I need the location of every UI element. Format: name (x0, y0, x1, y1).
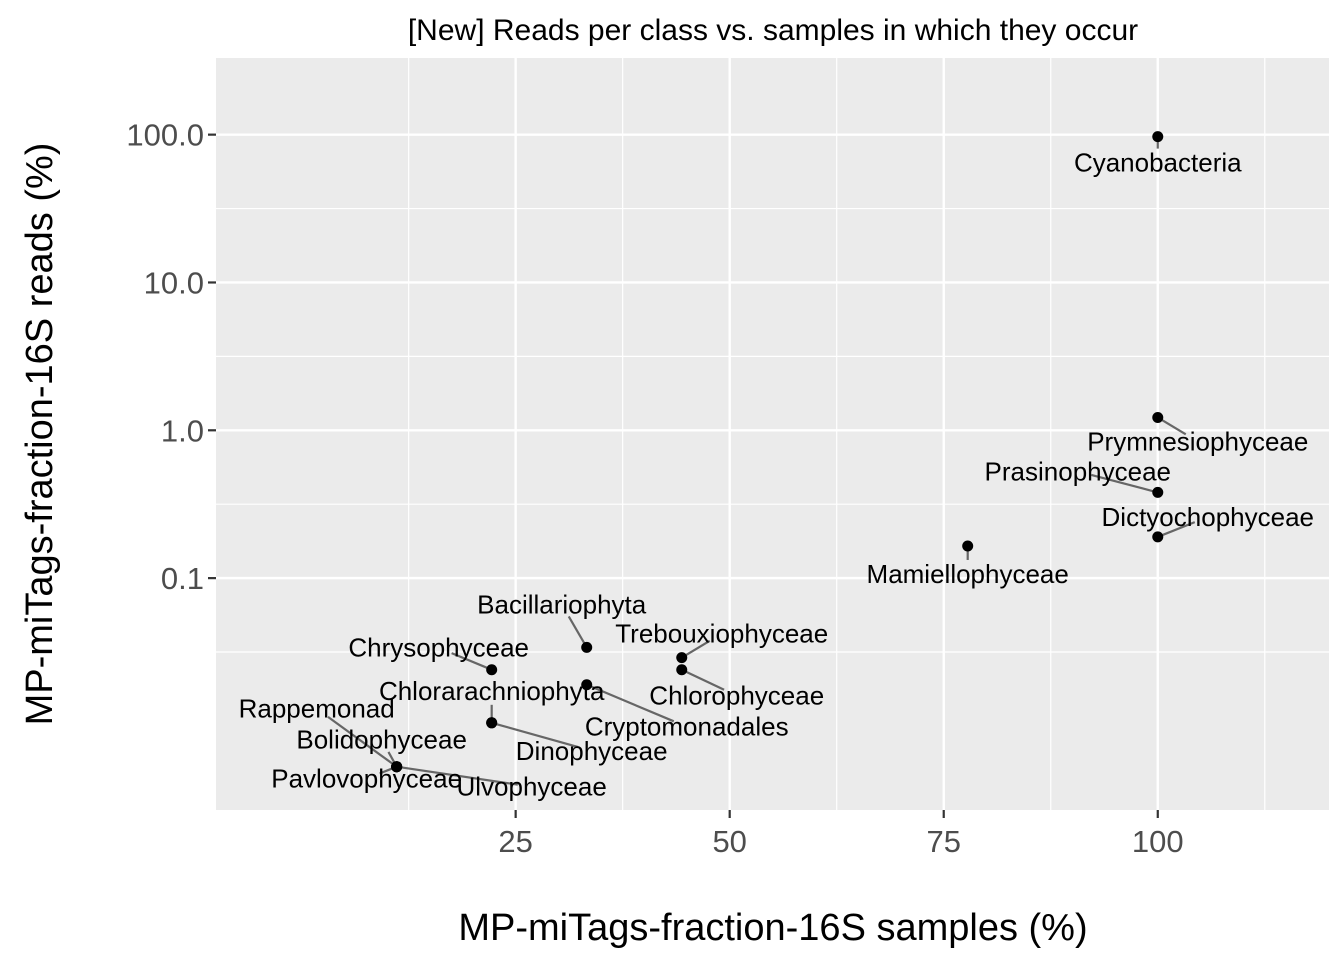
data-point (486, 664, 498, 676)
point-label: Bolidophyceae (296, 725, 467, 755)
label-connector (379, 767, 393, 775)
point-label: Prymnesiophyceae (1087, 427, 1308, 457)
data-point (581, 679, 593, 691)
chart-title: [New] Reads per class vs. samples in whi… (408, 14, 1138, 47)
label-connector (327, 716, 394, 765)
label-connector (401, 766, 518, 786)
data-point (1152, 131, 1164, 143)
data-point (391, 761, 403, 773)
y-axis-title: MP-miTags-fraction-16S reads (%) (19, 143, 61, 726)
y-tick-label: 10.0 (144, 265, 204, 300)
x-axis-title: MP-miTags-fraction-16S samples (%) (458, 907, 1087, 949)
point-label: Rappemonad (239, 694, 395, 724)
grid-lines (216, 58, 1329, 810)
label-connector (451, 652, 488, 669)
data-point (676, 652, 688, 664)
point-label: Mamiellophyceae (867, 559, 1069, 589)
label-connector (1162, 521, 1196, 537)
plot-panel (216, 58, 1329, 810)
data-point (486, 717, 498, 729)
point-label: Chrysophyceae (348, 633, 529, 663)
data-point (962, 540, 974, 552)
y-tick-label: 0.1 (161, 561, 204, 596)
y-tick-label: 100.0 (126, 118, 204, 153)
label-connector (387, 751, 396, 763)
point-label: Ulvophyceae (456, 772, 606, 802)
label-connector (1161, 419, 1187, 436)
data-point (1152, 412, 1164, 424)
point-label: Chlorophyceae (649, 681, 824, 711)
data-point (1152, 531, 1164, 543)
label-connector (1091, 473, 1154, 493)
point-label: Dinophyceae (516, 736, 668, 766)
label-connectors (327, 141, 1196, 786)
y-tick-label: 1.0 (161, 413, 204, 448)
x-tick-label: 25 (498, 824, 532, 859)
label-connector (685, 639, 711, 656)
label-connector (496, 723, 579, 749)
point-label: Cyanobacteria (1074, 148, 1242, 178)
axes: 25 50 75 100 0.1 1.0 10.0 100.0 (126, 118, 1183, 859)
label-connector (567, 615, 586, 644)
x-tick-label: 75 (926, 824, 960, 859)
data-points (391, 131, 1164, 773)
point-label: Chlorarachniophyta (379, 676, 605, 706)
data-point (676, 664, 688, 676)
point-label: Trebouxiophyceae (615, 619, 828, 649)
label-connector (685, 670, 725, 691)
point-label: Bacillariophyta (477, 589, 647, 619)
x-tick-label: 50 (712, 824, 746, 859)
x-tick-label: 100 (1132, 824, 1184, 859)
label-connector (590, 685, 675, 723)
point-label: Dictyochophyceae (1102, 502, 1314, 532)
point-label: Cryptomonadales (585, 712, 789, 742)
data-point (581, 641, 593, 653)
point-label: Pavlovophyceae (271, 764, 462, 794)
point-labels: Cyanobacteria PrymnesiophyceaePrasinophyc… (239, 148, 1314, 802)
data-point (1152, 486, 1164, 498)
point-label: Prasinophyceae (985, 456, 1171, 486)
